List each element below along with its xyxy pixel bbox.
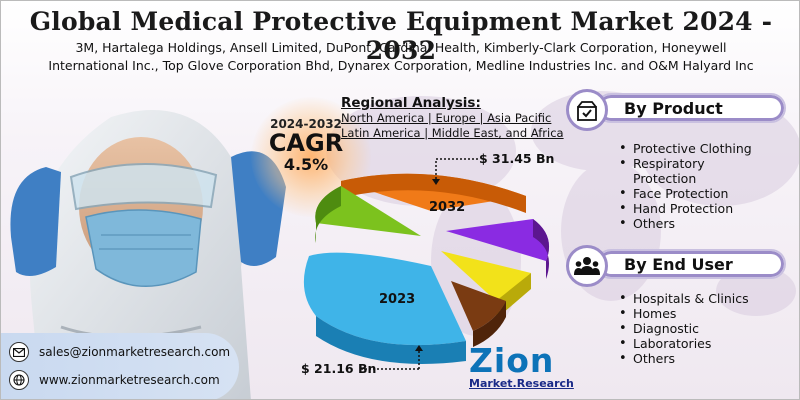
regional-line-1: North America | Europe | Asia Pacific [341,111,552,125]
page-title: Global Medical Protective Equipment Mark… [29,7,773,65]
list-item: Laboratories [619,336,789,351]
by-product-pill [596,93,786,123]
list-item: Hospitals & Clinics [619,291,789,306]
pie-slice-yellow [441,251,531,301]
cagr-value: 4.5% [283,155,329,174]
email-link[interactable]: sales@zionmarketresearch.com [39,345,231,359]
by-end-user-header: By End User [566,245,788,287]
list-item: Others [619,351,789,366]
logo-subtitle: Market.Research [469,377,574,390]
list-item: Others [619,216,789,231]
cagr-label: CAGR [268,129,344,157]
list-item: Face Protection [619,186,789,201]
by-product-header: By Product [566,89,788,131]
companies-line-1: 3M, Hartalega Holdings, Ansell Limited, … [75,40,727,55]
website-link[interactable]: www.zionmarketresearch.com [39,373,220,387]
pie-label-2023: 2023 [379,292,415,307]
zion-logo: Zion Market.Research [469,341,574,397]
companies-list: 3M, Hartalega Holdings, Ansell Limited, … [11,39,791,75]
by-end-user-pill [596,249,786,279]
market-pie-graphic: 2032 2023 [303,158,550,370]
logo-brand: Zion [469,341,555,380]
healthcare-worker-image [10,110,286,399]
list-item: Homes [619,306,789,321]
email-icon [9,342,29,362]
pie-label-2032: 2032 [429,200,465,215]
globe-icon [9,370,29,390]
list-item: Protective Clothing [619,141,789,156]
value-2032: $ 31.45 Bn [479,151,555,166]
logo-sub-left: Market. [469,377,517,390]
companies-line-2: International Inc., Top Glove Corporatio… [48,58,754,73]
pie-slice-green [315,186,421,236]
cagr-block: 2024-2032 CAGR 4.5% [241,117,371,207]
pie-slice-blue [303,252,466,346]
box-check-icon [566,89,608,131]
users-icon [566,245,608,287]
pie-slice-purple [446,219,550,261]
cagr-years: 2024-2032 [270,117,342,131]
pie-slice-brown [451,281,506,331]
value-2023: $ 21.16 Bn [301,361,377,376]
by-product-list: Protective Clothing Respiratory Protecti… [619,141,789,231]
website-row: www.zionmarketresearch.com [9,369,220,391]
contact-box: sales@zionmarketresearch.com www.zionmar… [1,333,239,399]
by-end-user-title: By End User [624,255,733,274]
regional-analysis: Regional Analysis: North America | Europ… [341,95,571,141]
email-row: sales@zionmarketresearch.com [9,341,230,363]
logo-sub-right: Research [516,377,574,390]
list-item: Respiratory [619,156,789,171]
list-item: Hand Protection [619,201,789,216]
list-item: Diagnostic [619,321,789,336]
regional-line-2: Latin America | Middle East, and Africa [341,126,564,140]
by-end-user-list: Hospitals & Clinics Homes Diagnostic Lab… [619,291,789,366]
by-product-title: By Product [624,99,723,118]
regional-heading: Regional Analysis: [341,95,481,111]
list-item: Protection [633,171,697,186]
